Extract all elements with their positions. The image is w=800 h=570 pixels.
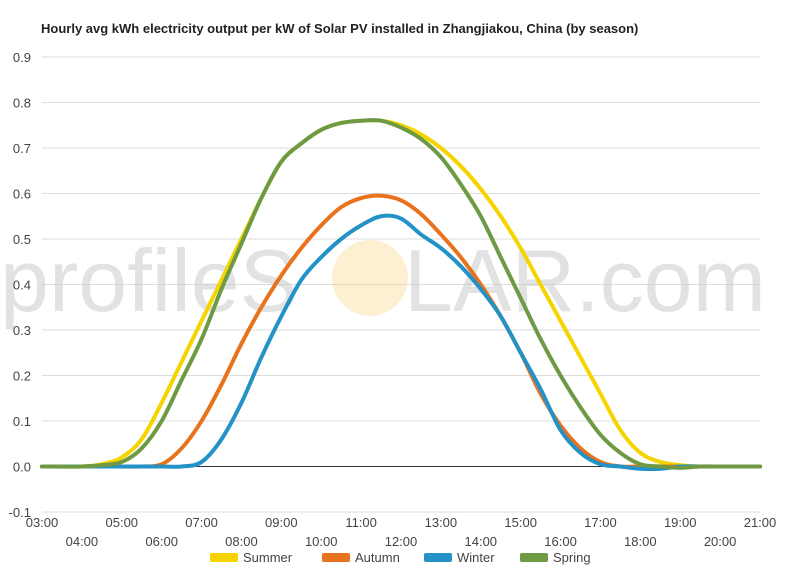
legend-label-winter: Winter: [457, 550, 495, 565]
x-tick-label-4: 07:00: [185, 515, 218, 530]
series-line-spring: [40, 118, 762, 470]
legend-swatch-autumn: [322, 553, 350, 562]
y-tick-label-3: 0.2: [13, 369, 31, 384]
y-tick-label-8: 0.7: [13, 141, 31, 156]
x-tick-label-7: 10:00: [305, 534, 338, 549]
x-tick-label-17: 20:00: [704, 534, 737, 549]
legend-label-summer: Summer: [243, 550, 293, 565]
x-tick-label-2: 05:00: [106, 515, 139, 530]
x-tick-label-15: 18:00: [624, 534, 657, 549]
x-tick-label-18: 21:00: [744, 515, 777, 530]
series-lines: [40, 118, 762, 472]
y-tick-label-10: 0.9: [13, 50, 31, 65]
y-tick-label-0: -0.1: [9, 505, 31, 520]
x-tick-label-3: 06:00: [145, 534, 178, 549]
legend: Summer Autumn Winter Spring: [210, 550, 591, 565]
legend-label-autumn: Autumn: [355, 550, 400, 565]
watermark-text-right: LAR.com: [404, 231, 766, 330]
legend-swatch-summer: [210, 553, 238, 562]
y-tick-label-2: 0.1: [13, 414, 31, 429]
y-tick-label-6: 0.5: [13, 232, 31, 247]
y-axis-ticks: -0.1 0.0 0.1 0.2 0.3 0.4 0.5 0.6 0.7 0.8 0.9: [9, 50, 31, 520]
legend-swatch-spring: [520, 553, 548, 562]
series-line-summer: [40, 118, 762, 469]
y-tick-label-1: 0.0: [13, 460, 31, 475]
x-tick-label-13: 16:00: [544, 534, 577, 549]
x-tick-label-1: 04:00: [66, 534, 99, 549]
x-axis-ticks: 03:00 04:00 05:00 06:00 07:00 08:00 09:00 10:00…: [26, 515, 777, 549]
chart-title: Hourly avg kWh electricity output per kW…: [41, 21, 638, 36]
x-tick-label-8: 11:00: [345, 515, 377, 530]
x-tick-label-14: 17:00: [584, 515, 617, 530]
x-tick-label-5: 08:00: [225, 534, 258, 549]
watermark: profileS LAR.com: [0, 231, 766, 330]
watermark-sun-icon: [332, 240, 408, 316]
legend-swatch-winter: [424, 553, 452, 562]
x-tick-label-11: 14:00: [465, 534, 498, 549]
x-tick-label-0: 03:00: [26, 515, 59, 530]
y-tick-label-4: 0.3: [13, 323, 31, 338]
y-tick-label-5: 0.4: [13, 278, 31, 293]
x-tick-label-12: 15:00: [504, 515, 537, 530]
x-tick-label-6: 09:00: [265, 515, 298, 530]
legend-label-spring: Spring: [553, 550, 591, 565]
x-tick-label-16: 19:00: [664, 515, 697, 530]
y-tick-label-7: 0.6: [13, 187, 31, 202]
x-tick-label-9: 12:00: [385, 534, 418, 549]
y-tick-label-9: 0.8: [13, 96, 31, 111]
x-tick-label-10: 13:00: [425, 515, 458, 530]
watermark-text-left: profileS: [0, 231, 298, 330]
series-line-winter: [40, 213, 762, 472]
